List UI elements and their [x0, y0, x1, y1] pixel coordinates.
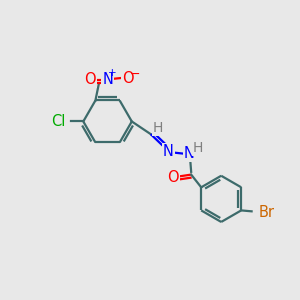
Text: N: N: [102, 72, 113, 87]
Text: +: +: [108, 68, 116, 78]
Text: O: O: [167, 170, 178, 185]
Text: H: H: [193, 141, 203, 154]
Text: Cl: Cl: [52, 114, 66, 129]
Text: O: O: [122, 71, 133, 86]
Text: N: N: [184, 146, 195, 161]
Text: −: −: [130, 68, 141, 81]
Text: H: H: [153, 121, 163, 135]
Text: Br: Br: [259, 205, 275, 220]
Text: N: N: [163, 144, 174, 159]
Text: O: O: [84, 72, 95, 87]
